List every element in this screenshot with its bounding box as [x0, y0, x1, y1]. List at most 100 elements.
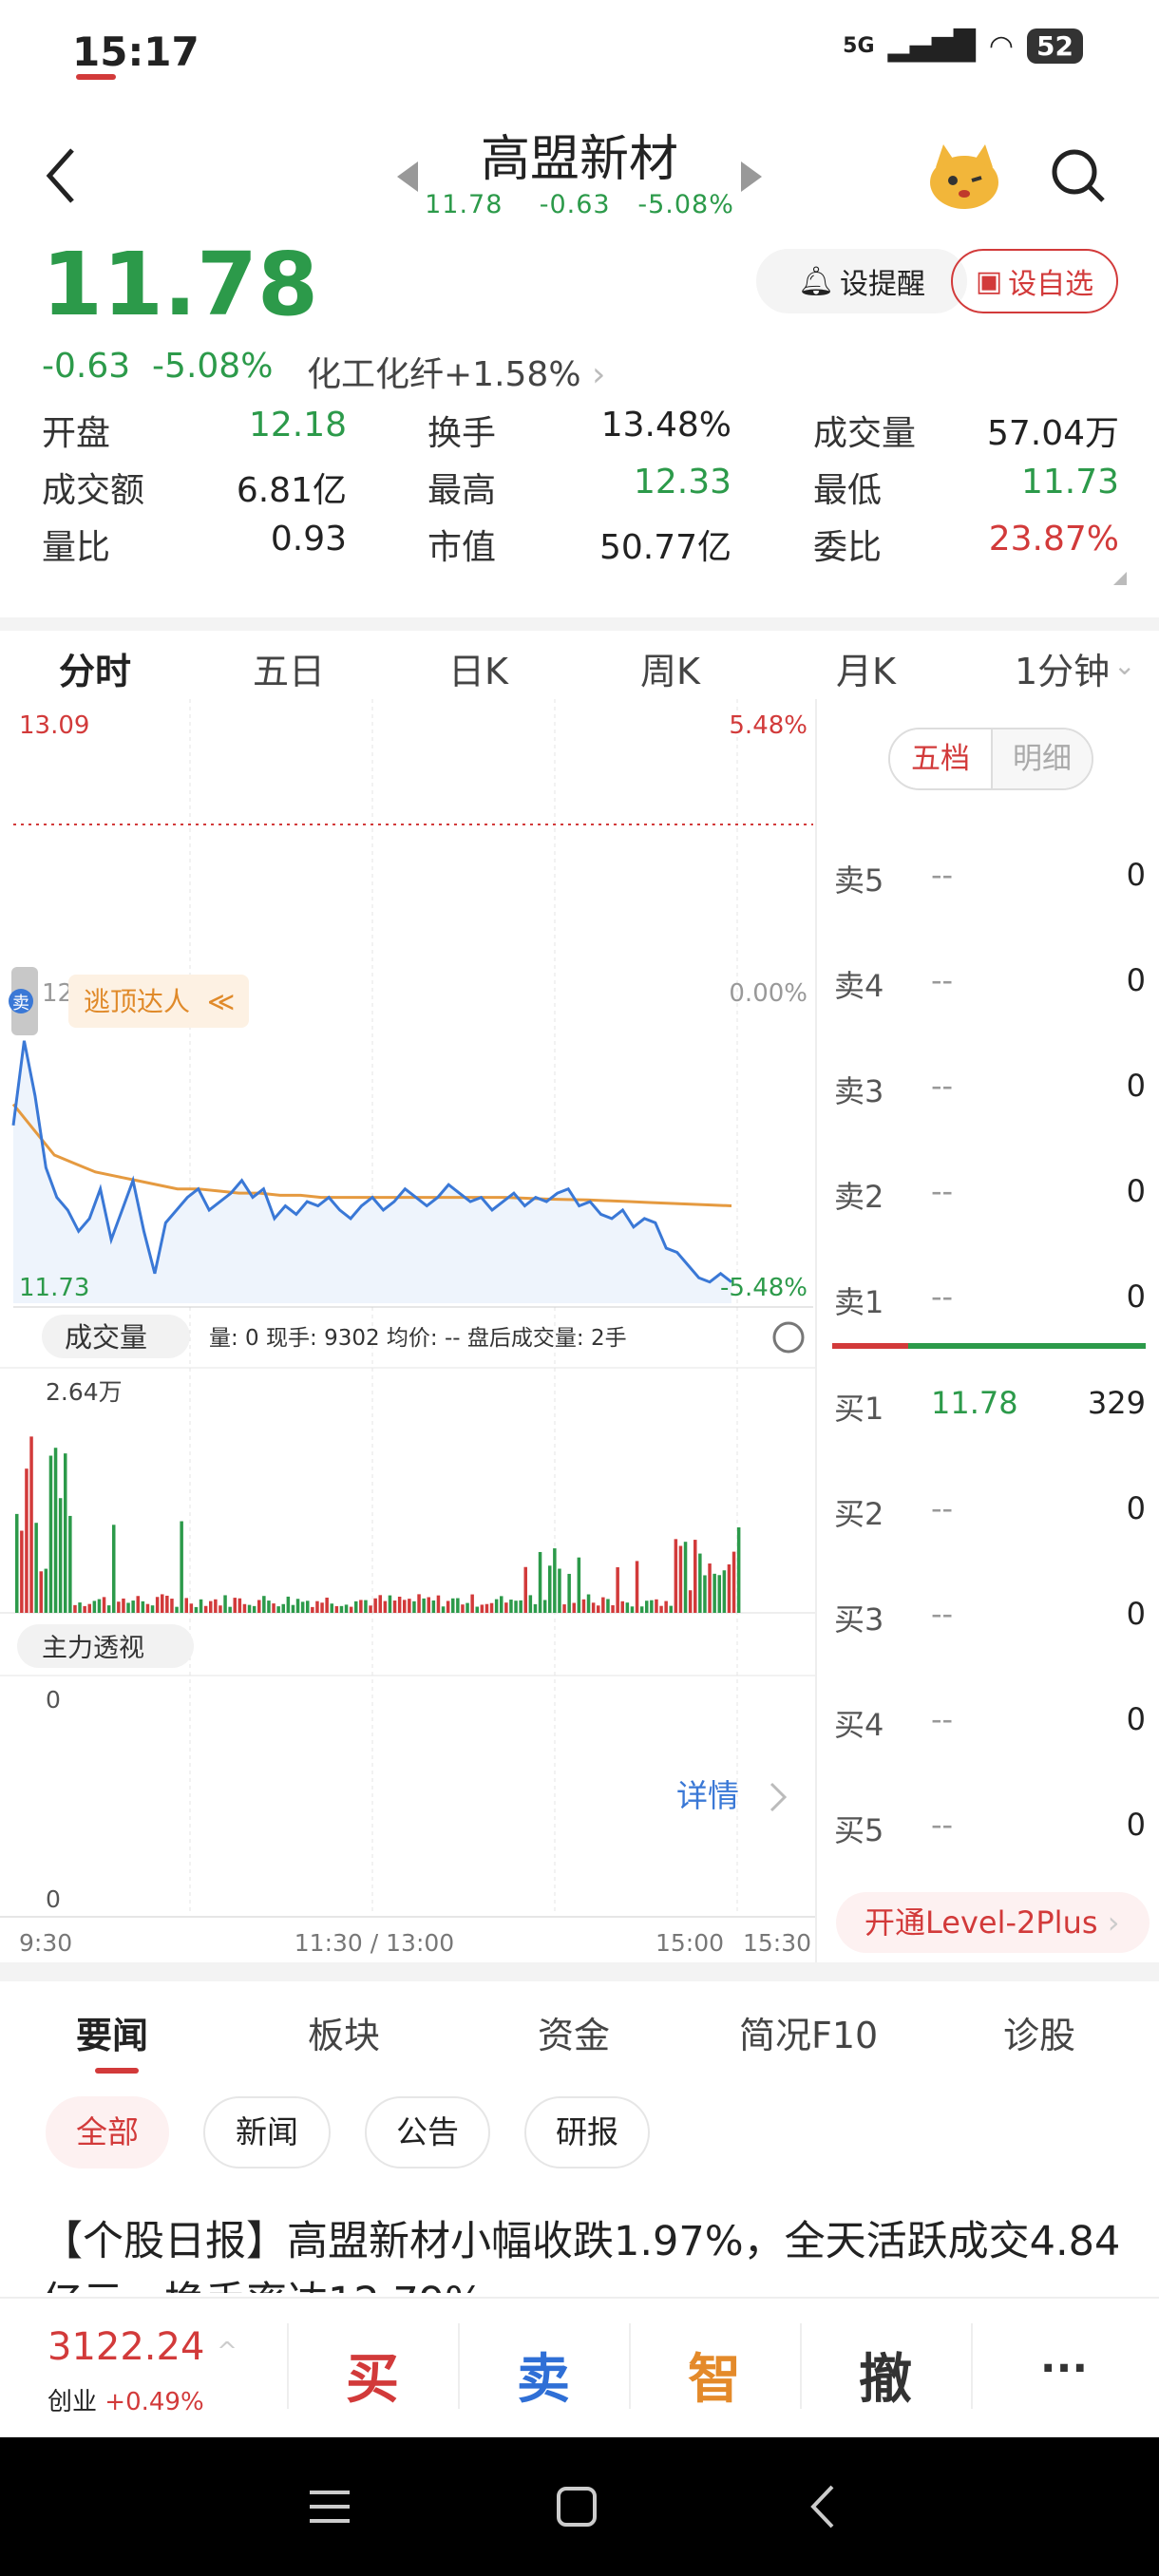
book-level-label: 买5	[834, 1812, 884, 1848]
book-level-volume: 0	[1126, 857, 1146, 893]
more-button[interactable]: ···	[1039, 2344, 1089, 2393]
volume-bar	[189, 1603, 194, 1613]
badge-bg[interactable]	[68, 975, 249, 1028]
chart-period-tabs: 分时 五日 日K 周K 月K 1分钟 ⌄	[0, 617, 1159, 697]
volume-bar	[417, 1594, 421, 1613]
sector-link[interactable]: 化工化纤+1.58% ›	[307, 347, 605, 396]
home-icon[interactable]	[553, 2483, 600, 2530]
volume-bar	[451, 1598, 455, 1613]
level2-upgrade-button[interactable]: 开通Level-2Plus ›	[836, 1892, 1150, 1953]
expand-corner-icon[interactable]	[1113, 572, 1127, 585]
news-chip[interactable]: 新闻	[203, 2096, 331, 2169]
volume-bar	[354, 1601, 358, 1613]
volume-bar	[456, 1598, 460, 1613]
volume-bar	[291, 1604, 295, 1613]
volume-bar	[295, 1599, 300, 1613]
volume-bar	[330, 1603, 333, 1613]
chart-tab[interactable]: 1分钟	[1015, 651, 1111, 692]
settings-icon[interactable]	[772, 1321, 805, 1354]
set-alert-button[interactable]: 🔔︎ 设提醒	[756, 249, 967, 313]
pct-min-label: -5.48%	[720, 1274, 808, 1302]
add-watchlist-button[interactable]: ▣ 设自选	[951, 249, 1118, 313]
volume-bar	[300, 1601, 305, 1613]
volume-bar	[408, 1599, 411, 1613]
set-alert-label: 设提醒	[840, 268, 926, 301]
volume-bar	[655, 1599, 658, 1613]
stat-label: 成交量	[813, 414, 917, 453]
price-area	[13, 1040, 732, 1303]
news-tab[interactable]: 资金	[538, 2015, 611, 2056]
volume-bar	[392, 1601, 397, 1613]
book-level-volume: 0	[1126, 1068, 1146, 1104]
chart-tab[interactable]: 分时	[59, 651, 132, 692]
sub-price: 11.78	[425, 190, 504, 219]
volume-bar	[369, 1605, 372, 1613]
tab-five-level[interactable]: 五档	[890, 729, 991, 788]
tab-detail[interactable]: 明细	[991, 729, 1092, 788]
order-book-toggle[interactable]: 五档 明细	[888, 728, 1093, 790]
volume-bar	[339, 1605, 344, 1613]
stat-label: 最高	[428, 471, 497, 510]
cancel-order-button[interactable]: 撤	[859, 2349, 912, 2411]
volume-bar	[78, 1602, 82, 1613]
volume-selector[interactable]	[42, 1315, 190, 1358]
menu-icon[interactable]	[306, 2483, 353, 2530]
sub-change: -0.63	[539, 190, 611, 219]
volume-bar	[364, 1600, 368, 1613]
volume-bar	[581, 1599, 586, 1613]
buy-button[interactable]: 买	[346, 2349, 399, 2411]
news-chip[interactable]: 公告	[365, 2096, 490, 2169]
volume-bar	[145, 1603, 150, 1613]
badge-label: 逃顶达人	[84, 986, 190, 1017]
news-tab[interactable]: 诊股	[1003, 2015, 1076, 2056]
intraday-chart[interactable]: 13.0912.4111.735.48%0.00%-5.48%逃顶达人卖≪成交量…	[0, 699, 815, 1962]
main-force-selector[interactable]	[17, 1624, 194, 1668]
next-stock-icon[interactable]	[741, 161, 762, 192]
chevron-right-icon[interactable]	[770, 1782, 788, 1812]
chart-tab[interactable]: 日K	[448, 651, 508, 692]
chart-tab[interactable]: 周K	[640, 651, 700, 692]
pct-mid-label: 0.00%	[729, 979, 808, 1008]
chart-tab[interactable]: 月K	[836, 651, 896, 692]
volume-bar	[528, 1595, 533, 1613]
mascot-icon[interactable]	[926, 141, 1002, 211]
volume-bar	[383, 1601, 388, 1613]
volume-bar	[102, 1597, 106, 1613]
news-tab[interactable]: 板块	[308, 2015, 381, 2056]
volume-bar	[461, 1604, 465, 1613]
news-headline[interactable]: 【个股日报】高盟新材小幅收跌1.97%，全天活跃成交4.84亿元，换手率达12.…	[42, 2218, 1121, 2293]
back-nav-icon[interactable]	[800, 2483, 847, 2530]
news-chip[interactable]: 研报	[524, 2096, 650, 2169]
book-level-label: 卖5	[834, 862, 884, 899]
volume-bar	[44, 1568, 48, 1613]
news-tab[interactable]: 要闻	[76, 2015, 149, 2056]
volume-bar	[431, 1600, 436, 1613]
news-tab[interactable]: 简况F10	[739, 2015, 879, 2056]
volume-bar	[161, 1594, 164, 1613]
x-axis-label: 15:30	[743, 1929, 811, 1957]
volume-bar	[446, 1601, 450, 1613]
stat-label: 最低	[813, 471, 883, 510]
volume-bar	[150, 1605, 155, 1613]
volume-bar	[349, 1606, 353, 1613]
volume-bar	[209, 1601, 213, 1613]
volume-bar	[58, 1498, 63, 1613]
index-quote[interactable]: 3122.24 ^	[48, 2325, 238, 2369]
stat-value: 50.77亿	[598, 528, 732, 567]
system-nav-bar	[0, 2437, 1159, 2576]
volume-bar	[223, 1595, 227, 1613]
chart-tab[interactable]: 五日	[253, 651, 326, 692]
back-icon[interactable]	[38, 142, 86, 209]
sell-button[interactable]: 卖	[517, 2349, 570, 2411]
volume-bar	[334, 1605, 339, 1613]
smart-button[interactable]: 智	[688, 2349, 741, 2411]
active-tab-indicator	[76, 74, 116, 80]
volume-bar	[228, 1606, 232, 1613]
chart-canvas: 13.0912.4111.735.48%0.00%-5.48%逃顶达人卖≪成交量…	[0, 699, 815, 1957]
main-force-bottom: 0	[46, 1885, 61, 1913]
volume-bar	[650, 1600, 654, 1613]
news-chip[interactable]: 全部	[46, 2096, 169, 2169]
volume-bar	[683, 1542, 688, 1613]
prev-stock-icon[interactable]	[397, 161, 418, 192]
search-icon[interactable]	[1050, 147, 1107, 204]
